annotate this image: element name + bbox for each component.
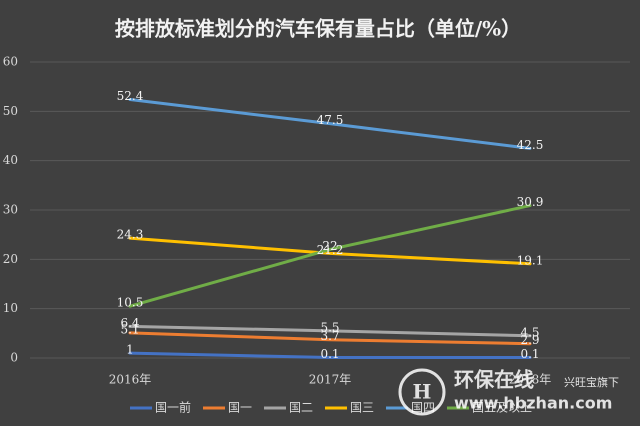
legend-label: 国四 bbox=[411, 401, 435, 415]
series-line bbox=[128, 236, 532, 266]
data-label: 5.1 bbox=[120, 322, 139, 336]
x-tick-label: 2018年 bbox=[509, 373, 552, 387]
watermark-url: www.hbzhan.com bbox=[454, 394, 612, 413]
chart-title: 按排放标准划分的汽车保有量占比（单位/%） bbox=[115, 17, 521, 41]
data-label: 24.3 bbox=[117, 228, 144, 242]
series-line bbox=[128, 97, 532, 150]
data-label: 21.2 bbox=[317, 243, 344, 257]
series-line bbox=[128, 351, 532, 360]
y-tick-label: 10 bbox=[3, 301, 18, 315]
x-tick-label: 2016年 bbox=[109, 373, 152, 387]
y-tick-label: 30 bbox=[3, 203, 18, 217]
data-label: 5.5 bbox=[320, 320, 339, 334]
watermark-logo-mark: H bbox=[413, 380, 432, 404]
legend-label: 国一前 bbox=[155, 400, 191, 415]
data-label: 0.1 bbox=[520, 347, 539, 361]
data-label: 47.5 bbox=[317, 113, 344, 127]
data-label: 0.1 bbox=[320, 347, 339, 361]
data-label: 52.4 bbox=[117, 89, 144, 103]
plot-area: 0 10 20 30 40 50 60 2016年 2017年 2018年 1 0.1 0.1 5.1 3.… bbox=[3, 55, 630, 415]
y-tick-label: 0 bbox=[10, 351, 18, 365]
series-line bbox=[128, 324, 532, 338]
x-tick-label: 2017年 bbox=[309, 373, 352, 387]
data-label: 42.5 bbox=[517, 138, 544, 152]
data-label: 22 bbox=[322, 239, 337, 253]
data-label: 6.4 bbox=[120, 316, 139, 330]
legend-label: 国二 bbox=[289, 401, 313, 415]
watermark-brand: 环保在线 bbox=[454, 368, 534, 392]
legend-label: 国三 bbox=[350, 401, 374, 415]
series-line bbox=[128, 204, 532, 308]
data-label: 19.1 bbox=[517, 253, 544, 267]
data-label: 1 bbox=[126, 343, 134, 357]
data-label: 2.9 bbox=[520, 333, 539, 347]
y-tick-label: 60 bbox=[3, 55, 18, 69]
y-tick-label: 50 bbox=[3, 104, 18, 118]
y-tick-label: 40 bbox=[3, 153, 18, 167]
series-line bbox=[128, 331, 532, 346]
data-label: 4.5 bbox=[520, 325, 539, 339]
data-label: 30.9 bbox=[517, 195, 544, 209]
data-label: 10.5 bbox=[117, 296, 144, 310]
watermark-logo bbox=[398, 368, 446, 416]
y-tick-label: 20 bbox=[3, 252, 18, 266]
legend-label: 国一 bbox=[228, 401, 252, 415]
watermark: H 环保在线 兴旺宝旗下 www.hbzhan.com bbox=[398, 368, 619, 416]
watermark-tag: 兴旺宝旗下 bbox=[564, 375, 619, 389]
data-label: 3.7 bbox=[320, 329, 339, 343]
legend-label: 国五及以上 bbox=[472, 401, 532, 415]
